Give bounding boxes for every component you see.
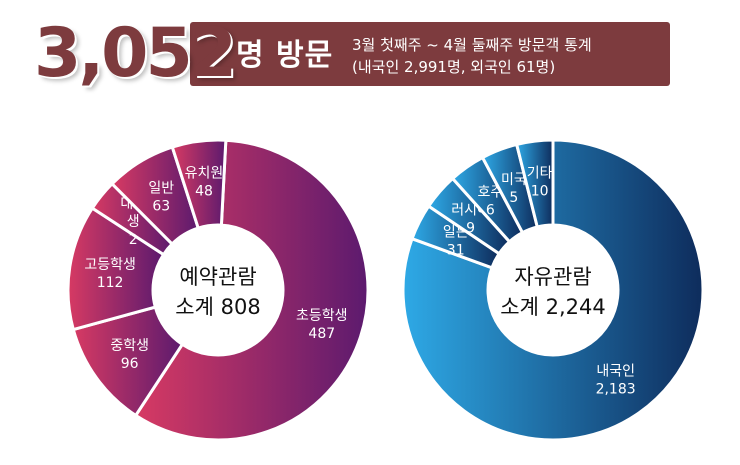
- slice-label-value: 96: [121, 356, 139, 372]
- slice-label-value: 2: [129, 232, 138, 248]
- slice-label-value: 5: [509, 190, 518, 206]
- banner-title: 명 방문: [236, 38, 334, 73]
- slice-label-value: 487: [308, 326, 335, 342]
- slice-label-value: 112: [97, 275, 124, 291]
- slice-기타: [514, 138, 555, 229]
- slice-label-name: 중학생: [110, 338, 149, 354]
- donut-center: [156, 228, 280, 352]
- slice-label-name: 일반: [148, 181, 174, 197]
- center-label: 소계 2,244: [500, 295, 605, 319]
- slice-초등학생: [133, 138, 370, 442]
- slice-label-name: 호주: [477, 185, 503, 201]
- slice-label-value: 48: [195, 184, 213, 200]
- slice-label-value: 6: [486, 203, 495, 219]
- donut-center: [491, 228, 615, 352]
- center-label: 자유관람: [514, 265, 591, 289]
- total-visitors: 3,052: [34, 14, 237, 93]
- slice-label-name: 내국인: [596, 363, 635, 379]
- banner-subtitle-line1: 3월 첫째주 ~ 4월 둘째주 방문객 통계: [352, 36, 592, 54]
- slice-label-name: 미국: [501, 172, 527, 188]
- slice-label-value: 9: [466, 220, 475, 236]
- slice-label-name: 기타: [527, 166, 553, 182]
- header-banner: [190, 22, 670, 86]
- donut-chart-reserved: 초등학생487중학생96고등학생112대학생2일반63유치원48예약관람소계 8…: [66, 138, 370, 442]
- slice-label-name: 초등학생: [296, 308, 348, 324]
- slice-label-value: 63: [152, 199, 170, 215]
- slice-내국인: [401, 138, 705, 442]
- slice-label-name: 유치원: [185, 166, 224, 182]
- center-label: 소계 808: [175, 295, 260, 319]
- slice-유치원: [170, 138, 228, 230]
- slice-label-name: 생: [127, 214, 140, 230]
- slice-label-value: 10: [531, 184, 549, 200]
- slice-label-name: 고등학생: [84, 257, 136, 273]
- slice-label-value: 2,183: [596, 381, 636, 397]
- center-label: 예약관람: [179, 265, 256, 289]
- slice-label-value: 31: [447, 242, 465, 258]
- banner-subtitle-line2: (내국인 2,991명, 외국인 61명): [352, 58, 556, 76]
